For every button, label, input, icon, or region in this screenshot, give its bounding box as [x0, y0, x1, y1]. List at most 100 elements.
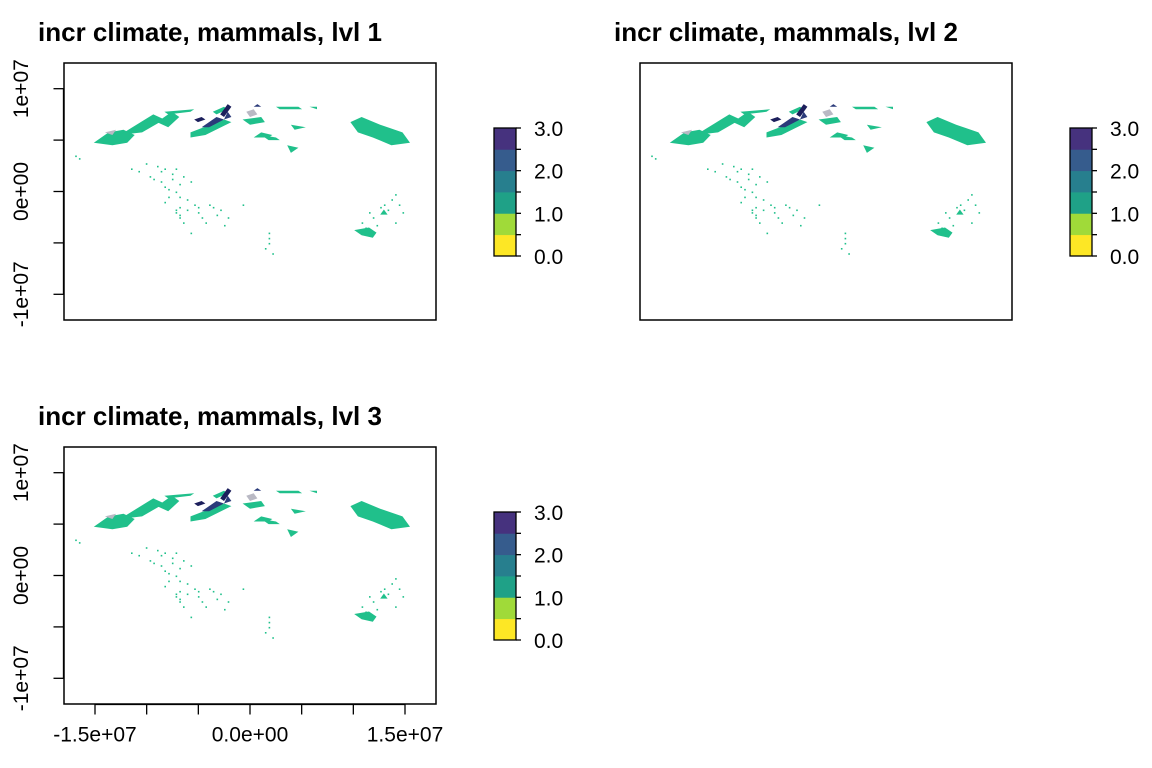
raster-cell: [744, 196, 746, 199]
raster-cell: [197, 596, 200, 598]
raster-cell: [766, 181, 769, 183]
y-tick-label: 1e+07: [10, 443, 33, 502]
legend-band: [1070, 213, 1092, 236]
raster-cell: [175, 593, 178, 596]
raster-cell: [190, 616, 193, 619]
raster-patch: [350, 117, 410, 146]
raster-cell: [186, 199, 189, 201]
x-tick-label: 1.5e+07: [367, 724, 444, 747]
raster-cell: [781, 222, 783, 224]
raster-cell: [264, 248, 267, 250]
y-axis: 1e+07 0e+00 -1e+07: [10, 59, 65, 327]
raster-cell: [387, 209, 390, 212]
raster-patch: [276, 106, 303, 110]
raster-cell: [654, 158, 657, 160]
raster-cell: [138, 554, 140, 557]
raster-cell: [197, 590, 200, 593]
raster-cell: [721, 163, 724, 165]
raster-cell: [971, 194, 973, 196]
raster-cell: [224, 224, 226, 227]
color-legend: 3.0 2.0 1.0 0.0: [493, 118, 563, 269]
raster-cell: [844, 237, 847, 240]
raster-patch: [246, 493, 258, 501]
raster-cell: [194, 588, 196, 590]
raster-patch: [770, 117, 782, 123]
raster-cell: [168, 580, 170, 583]
raster-patch: [201, 501, 224, 512]
legend-band: [494, 618, 516, 641]
raster-cell: [268, 626, 271, 629]
legend-band: [1070, 170, 1092, 193]
raster-patch: [788, 106, 804, 115]
raster-patch: [190, 503, 232, 522]
raster-cell: [157, 549, 159, 552]
raster-cell: [268, 616, 271, 619]
panel-title: incr climate, mammals, lvl 2: [614, 17, 958, 47]
raster-cell: [759, 222, 761, 224]
raster-patch: [290, 124, 306, 130]
legend-band: [494, 170, 516, 193]
raster-patch: [212, 490, 228, 499]
color-legend: 3.0 2.0 1.0 0.0: [1069, 118, 1139, 269]
raster-cell: [205, 222, 207, 224]
panel-title: incr climate, mammals, lvl 1: [38, 17, 382, 47]
raster-cell: [372, 601, 375, 603]
raster-cell: [380, 206, 382, 209]
legend-tick-label: 0.0: [534, 246, 563, 269]
raster-layer: [75, 104, 410, 255]
raster-cell: [212, 590, 215, 593]
raster-layer: [651, 104, 986, 255]
raster-cell: [736, 170, 739, 173]
raster-patch: [926, 117, 986, 146]
raster-cell: [762, 209, 765, 212]
raster-cell: [75, 155, 77, 158]
raster-patch: [740, 109, 771, 115]
raster-cell: [78, 542, 81, 544]
raster-cell: [179, 196, 181, 199]
raster-cell: [740, 201, 742, 204]
raster-cell: [395, 606, 397, 608]
plot-frame: [63, 446, 437, 705]
raster-cell: [383, 204, 386, 206]
legend-tick-label: 1.0: [534, 203, 563, 226]
raster-cell: [729, 178, 731, 181]
raster-cell: [205, 606, 207, 608]
map-panel-2: incr climate, mammals, lvl 2 3.0 2.0 1.0 0.0: [614, 17, 1139, 321]
raster-cell: [963, 209, 966, 212]
x-axis: -1.5e+07 0.0e+00 1.5e+07: [53, 703, 444, 747]
raster-cell: [175, 191, 178, 194]
raster-cell: [974, 204, 977, 206]
raster-cell: [740, 186, 742, 188]
raster-patch: [104, 129, 117, 135]
raster-patch: [822, 109, 834, 117]
raster-cell: [171, 557, 174, 560]
raster-patch: [733, 111, 756, 128]
raster-cell: [714, 170, 716, 173]
color-legend: 3.0 2.0 1.0 0.0: [493, 502, 563, 653]
raster-cell: [227, 217, 230, 219]
legend-band: [494, 554, 516, 577]
raster-cell: [160, 170, 163, 173]
raster-cell: [788, 206, 791, 209]
raster-cell: [175, 575, 178, 578]
raster-cell: [242, 204, 245, 206]
raster-cell: [131, 168, 133, 170]
raster-cell: [268, 232, 271, 235]
y-tick-label: -1e+07: [10, 261, 33, 327]
raster-cell: [272, 253, 274, 255]
raster-patch: [190, 119, 232, 138]
raster-cell: [171, 178, 174, 181]
raster-cell: [848, 253, 850, 255]
raster-cell: [179, 217, 181, 219]
raster-patch: [157, 495, 180, 512]
raster-cell: [766, 232, 769, 235]
y-tick-label: -1e+07: [10, 645, 33, 711]
raster-cell: [264, 632, 267, 634]
raster-cell: [398, 204, 401, 206]
raster-cell: [941, 227, 943, 230]
raster-cell: [183, 606, 185, 608]
raster-cell: [755, 196, 757, 199]
raster-patch: [201, 117, 224, 128]
raster-cell: [268, 237, 271, 240]
legend-tick-label: 2.0: [1110, 161, 1139, 184]
